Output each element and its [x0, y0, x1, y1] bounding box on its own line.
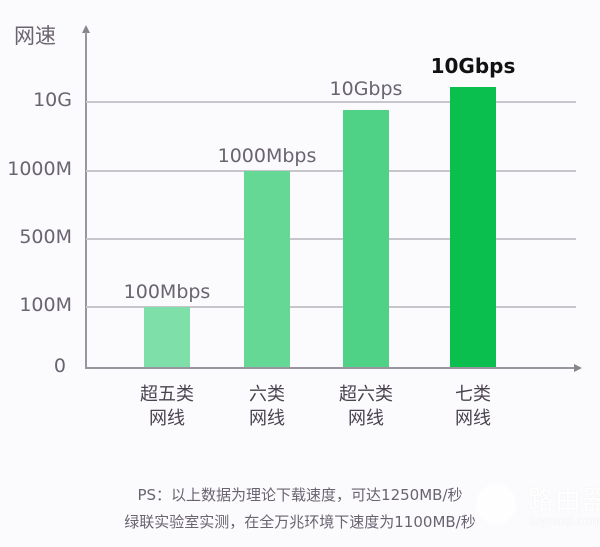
x-label-line2: 网线 [149, 408, 185, 429]
footnote-line-1: PS：以上数据为理论下载速度，可达1250MB/秒 [137, 486, 463, 504]
gridline-10g [86, 101, 576, 103]
bar-cat6 [244, 171, 290, 368]
router-logo-icon [476, 484, 516, 524]
y-axis-arrow-icon [82, 25, 90, 33]
y-tick-0: 0 [53, 355, 66, 377]
gridline-100m [86, 306, 576, 308]
x-axis [86, 367, 576, 369]
x-label-line2: 网线 [249, 408, 285, 429]
bar-cat7 [450, 87, 496, 368]
y-tick-1000m: 1000M [7, 158, 72, 180]
bar-cat6a [343, 110, 389, 368]
x-label-line1: 六类 [249, 384, 285, 405]
bar-label-cat5e: 100Mbps [123, 281, 211, 303]
watermark: 路由器 luyouqi.com [476, 480, 600, 540]
x-label-line1: 超六类 [339, 384, 393, 405]
y-axis-title: 网速 [14, 24, 56, 48]
bar-label-cat6a: 10Gbps [329, 78, 403, 100]
watermark-title: 路由器 [528, 486, 600, 516]
y-axis [85, 32, 87, 369]
gridline-1000m [86, 170, 576, 172]
gridline-500m [86, 238, 576, 240]
x-label-cat7: 七类 网线 [423, 383, 523, 431]
bar-label-cat7: 10Gbps [430, 54, 516, 78]
x-label-cat6a: 超六类 网线 [316, 383, 416, 431]
y-tick-100m: 100M [19, 294, 72, 316]
x-label-line2: 网线 [348, 408, 384, 429]
y-tick-10g: 10G [33, 89, 72, 111]
x-axis-arrow-icon [574, 364, 582, 372]
x-label-line1: 超五类 [140, 384, 194, 405]
x-label-cat6: 六类 网线 [217, 383, 317, 431]
bar-chart: 网速 10G 1000M 500M 100M 0 100Mbps 1000Mbp… [7, 24, 582, 431]
watermark-url: luyouqi.com [529, 514, 600, 528]
x-label-line1: 七类 [455, 384, 491, 405]
footnote-line-2: 绿联实验室实测，在全万兆环境下速度为1100MB/秒 [124, 513, 476, 531]
bar-label-cat6: 1000Mbps [217, 145, 317, 167]
bar-cat5e [144, 307, 190, 368]
x-label-cat5e: 超五类 网线 [117, 383, 217, 431]
y-tick-500m: 500M [19, 226, 72, 248]
x-label-line2: 网线 [455, 408, 491, 429]
